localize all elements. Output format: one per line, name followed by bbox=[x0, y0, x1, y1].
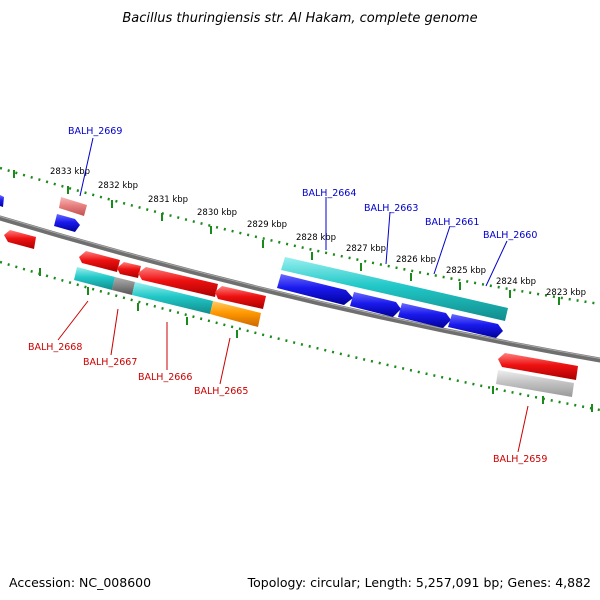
gene-bar[interactable] bbox=[496, 370, 574, 397]
gene-label-reverse[interactable]: BALH_2666 bbox=[138, 372, 192, 383]
tick-labels: 2833 kbp 2832 kbp 2831 kbp 2830 kbp 2829… bbox=[50, 167, 586, 298]
gene-arrow[interactable] bbox=[138, 267, 218, 297]
gene-label-reverse[interactable]: BALH_2665 bbox=[194, 386, 248, 397]
gene-arrow[interactable] bbox=[215, 286, 266, 309]
gene-label-reverse[interactable]: BALH_2667 bbox=[83, 357, 137, 368]
tick-label: 2828 kbp bbox=[296, 233, 336, 243]
gene-arrow[interactable] bbox=[79, 251, 120, 272]
tick-label: 2825 kbp bbox=[446, 266, 486, 276]
tick-label: 2831 kbp bbox=[148, 195, 188, 205]
gene-label-forward[interactable]: BALH_2664 bbox=[302, 188, 356, 199]
genome-backbone-highlight bbox=[0, 216, 600, 359]
gene-arrow[interactable] bbox=[4, 230, 36, 249]
gene-label-forward[interactable]: BALH_2669 bbox=[68, 126, 122, 137]
tick-label: 2833 kbp bbox=[50, 167, 90, 177]
tick-label: 2829 kbp bbox=[247, 220, 287, 230]
accession-text: Accession: NC_008600 bbox=[9, 575, 151, 590]
gene-arrow[interactable] bbox=[0, 195, 4, 207]
gene-label-reverse[interactable]: BALH_2659 bbox=[493, 454, 547, 465]
gene-arrow[interactable] bbox=[281, 257, 508, 321]
gene-bar[interactable] bbox=[74, 267, 115, 290]
gene-arrow[interactable] bbox=[59, 197, 87, 216]
gene-bar[interactable] bbox=[132, 282, 213, 314]
gene-label-forward[interactable]: BALH_2663 bbox=[364, 203, 418, 214]
gene-bar[interactable] bbox=[210, 301, 261, 327]
gene-label-reverse[interactable]: BALH_2668 bbox=[28, 342, 82, 353]
tick-label: 2826 kbp bbox=[396, 255, 436, 265]
gene-arrow[interactable] bbox=[277, 274, 353, 305]
forward-strand-features bbox=[0, 195, 508, 338]
gene-arrow[interactable] bbox=[398, 303, 451, 328]
gene-arrow[interactable] bbox=[54, 214, 80, 232]
map-title: Bacillus thuringiensis str. Al Hakam, co… bbox=[122, 11, 477, 26]
forward-gene-labels bbox=[79, 137, 508, 287]
reverse-strand-features bbox=[4, 230, 578, 397]
reverse-gene-labels bbox=[57, 300, 529, 453]
major-ticks bbox=[13, 170, 593, 412]
gene-arrow[interactable] bbox=[448, 314, 503, 338]
gene-label-forward[interactable]: BALH_2661 bbox=[425, 217, 479, 228]
tick-label: 2824 kbp bbox=[496, 277, 536, 287]
gene-arrow[interactable] bbox=[117, 262, 141, 278]
genome-summary-text: Topology: circular; Length: 5,257,091 bp… bbox=[247, 575, 591, 590]
tick-label: 2830 kbp bbox=[197, 208, 237, 218]
gene-arrow[interactable] bbox=[350, 292, 401, 317]
tick-label: 2832 kbp bbox=[98, 181, 138, 191]
tick-label: 2827 kbp bbox=[346, 244, 386, 254]
gene-label-forward[interactable]: BALH_2660 bbox=[483, 230, 537, 241]
gene-arrow[interactable] bbox=[498, 353, 578, 380]
genome-backbone bbox=[0, 215, 600, 363]
gene-bar[interactable] bbox=[112, 277, 135, 295]
tick-label: 2823 kbp bbox=[546, 288, 586, 298]
